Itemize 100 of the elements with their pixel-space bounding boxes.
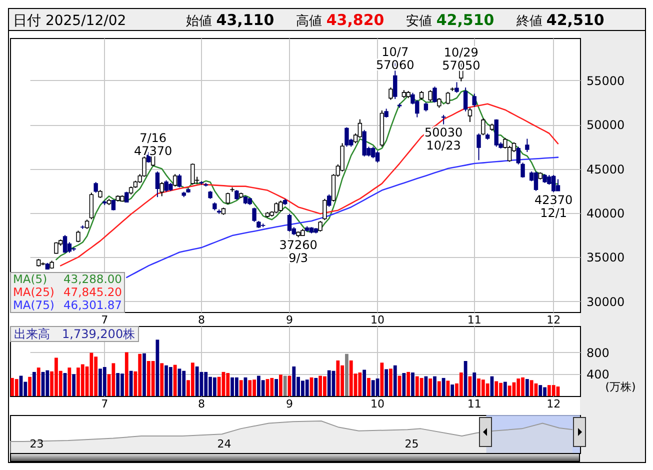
bar [538,385,542,396]
bar [415,376,419,396]
candlestick [463,86,468,112]
text: 始値 43,110 [186,11,274,29]
candlestick [375,150,380,164]
bar [380,362,384,396]
bar [80,364,84,396]
bar [112,363,116,396]
candlestick [428,90,432,102]
bar [424,376,428,396]
bar [248,380,252,396]
x-tick-label: 10 [370,314,385,326]
y-tick-label: 40000 [586,206,625,221]
bar [450,384,454,396]
candlestick [446,91,450,105]
bar [345,354,348,396]
bar [278,374,282,396]
candlestick [556,178,560,192]
bar [442,378,446,396]
x-tick-label: 12 [546,314,561,326]
bar [36,368,40,396]
candlestick [481,118,486,136]
text: MA(5) 43,288.00 [13,272,122,286]
bar [472,372,476,396]
x-tick-label: 7 [101,398,108,410]
bar [516,378,520,396]
bar [261,380,265,396]
bar [428,378,432,396]
bar [182,370,186,396]
bar [464,361,468,396]
bar [142,353,146,396]
bar [530,380,534,396]
x-tick-label: 11 [467,398,482,410]
bar [274,379,278,396]
candlestick [472,93,476,108]
bar [503,382,507,396]
bar [525,379,529,396]
x-tick-label: 23 [30,438,44,450]
y-tick-label: 45000 [586,162,625,176]
candlestick [190,163,195,186]
bar [124,352,128,396]
bar [28,376,32,396]
x-tick-label: 12 [546,398,561,410]
text: 高値 43,820 [296,11,384,29]
bar [305,380,309,396]
candlestick [525,138,530,153]
bar [402,373,406,396]
bar [226,373,230,396]
candlestick [454,82,459,94]
x-tick-label: 9 [286,314,293,326]
candlestick [534,170,538,192]
bar [367,378,370,396]
x-tick-label: 10 [370,398,385,410]
candlestick [318,220,322,232]
candlestick [76,230,80,243]
bar [292,366,296,396]
bar [14,379,18,396]
bar [393,365,397,396]
bar [552,385,556,396]
bar [151,361,155,396]
x-tick-label: 7 [101,314,108,326]
text: 安値 42,510 [406,11,494,29]
candlestick [111,199,116,211]
candlestick [551,174,556,193]
bar [411,372,414,396]
bar [508,386,512,396]
chart-title: 出来高 1,739,200株 [10,326,140,342]
bar [168,367,172,396]
bar [160,363,164,396]
bar [406,372,410,396]
bar [433,376,436,396]
bar [314,378,318,396]
bar [459,372,463,396]
bar [212,377,216,396]
candlestick [388,86,393,100]
y-tick-label: 30000 [586,294,625,309]
bar [362,370,366,396]
bar [32,372,36,396]
bar [327,370,331,396]
candlestick [155,170,160,198]
y-axis-title: (万株) [605,380,636,394]
bar [116,373,120,396]
annotation: 42370 12/1 [534,193,573,220]
candlestick [344,126,349,148]
bar [270,378,274,396]
bar [318,376,322,396]
bar [234,377,238,396]
candlestick [84,219,90,230]
candlestick [468,107,472,122]
chart-title: 日付 2025/12/02 [13,13,126,29]
text: MA(25) 47,845.20 [13,285,122,299]
bar [190,362,194,396]
bar [195,366,199,396]
bar [389,368,392,396]
bar [358,372,362,396]
bar [46,370,50,396]
y-tick-label: 35000 [586,250,625,265]
x-tick-label: 24 [217,438,232,450]
candlestick [177,174,182,188]
candlestick [327,194,332,208]
